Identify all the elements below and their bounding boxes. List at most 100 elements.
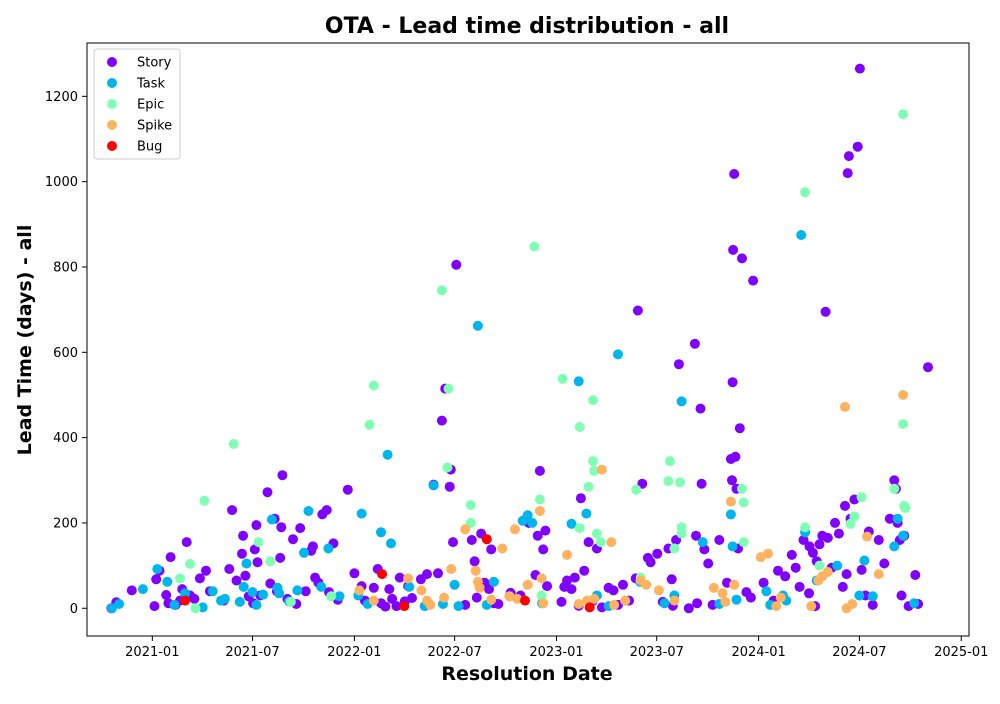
story-point xyxy=(240,570,251,581)
story-point xyxy=(265,578,276,589)
story-point xyxy=(692,598,703,609)
story-point xyxy=(579,565,590,576)
epic-point xyxy=(591,528,602,539)
story-point xyxy=(833,528,844,539)
legend-label-bug: Bug xyxy=(137,140,162,155)
story-point xyxy=(251,520,262,531)
task-point xyxy=(180,588,190,599)
task-point xyxy=(573,376,584,387)
story-point xyxy=(321,505,332,516)
task-point xyxy=(488,576,499,587)
epic-point xyxy=(676,528,687,539)
story-point xyxy=(790,562,801,573)
story-point xyxy=(734,423,745,434)
x-tick-label: 2024-01 xyxy=(731,645,785,660)
spike-point xyxy=(653,585,664,596)
y-tick-label: 600 xyxy=(53,346,78,361)
task-point xyxy=(162,576,173,587)
story-point xyxy=(394,572,405,583)
spike-point xyxy=(439,592,450,603)
task-point xyxy=(676,396,687,407)
task-point xyxy=(867,591,878,602)
story-point xyxy=(161,590,172,600)
legend-label-spike: Spike xyxy=(137,119,172,134)
story-point xyxy=(262,487,273,498)
story-point xyxy=(608,585,619,596)
epic-point xyxy=(669,543,680,554)
task-point xyxy=(334,591,345,602)
story-point xyxy=(910,570,921,580)
spike-point xyxy=(729,579,740,590)
story-point xyxy=(277,470,288,481)
spike-point xyxy=(354,585,365,596)
story-point xyxy=(896,590,907,601)
story-point xyxy=(181,537,192,548)
bug-point xyxy=(584,602,595,613)
story-point xyxy=(729,169,740,179)
task-point xyxy=(832,560,843,571)
bug-point xyxy=(377,569,388,580)
epic-point xyxy=(190,603,201,614)
story-point xyxy=(673,359,684,370)
story-point xyxy=(837,581,848,592)
task-point xyxy=(909,598,920,609)
story-point xyxy=(689,338,700,349)
epic-point xyxy=(557,373,568,384)
story-point xyxy=(368,582,379,593)
epic-point xyxy=(529,241,540,252)
story-point xyxy=(695,403,706,414)
epic-point xyxy=(534,494,545,505)
legend-marker-task xyxy=(107,78,117,88)
task-point xyxy=(258,589,269,600)
legend-label-story: Story xyxy=(137,56,172,71)
task-point xyxy=(266,514,277,525)
story-point xyxy=(683,603,694,614)
bug-point xyxy=(520,595,530,606)
story-point xyxy=(466,535,477,545)
task-point xyxy=(251,599,262,610)
story-point xyxy=(798,535,809,545)
story-point xyxy=(444,481,455,492)
spike-point xyxy=(806,601,817,612)
task-point xyxy=(522,510,533,521)
epic-point xyxy=(199,495,210,506)
y-axis-label: Lead Time (days) - all xyxy=(14,225,36,456)
task-point xyxy=(428,480,439,491)
story-point xyxy=(852,141,863,152)
legend-marker-story xyxy=(107,57,117,67)
spike-point xyxy=(470,565,481,576)
story-point xyxy=(469,556,480,567)
story-point xyxy=(841,569,852,580)
x-tick-label: 2023-01 xyxy=(529,645,583,660)
spike-point xyxy=(504,591,515,602)
spike-point xyxy=(446,564,457,574)
story-point xyxy=(703,558,714,569)
epic-point xyxy=(436,285,447,296)
story-point xyxy=(288,534,298,545)
epic-point xyxy=(465,500,476,510)
spike-point xyxy=(822,567,833,577)
epic-point xyxy=(185,558,195,569)
story-point xyxy=(542,581,553,592)
story-point xyxy=(794,581,805,592)
epic-point xyxy=(536,590,547,601)
x-tick-label: 2024-07 xyxy=(832,645,886,660)
legend-box xyxy=(93,48,181,160)
spike-point xyxy=(497,543,508,554)
epic-point xyxy=(443,383,454,394)
story-point xyxy=(632,305,643,316)
epic-point xyxy=(849,511,860,522)
task-point xyxy=(137,584,148,595)
story-point xyxy=(149,601,160,612)
epic-point xyxy=(583,481,594,492)
story-point xyxy=(451,259,462,270)
spike-point xyxy=(510,524,520,535)
x-tick-label: 2023-07 xyxy=(630,645,684,660)
story-point xyxy=(843,151,854,162)
task-point xyxy=(404,581,415,592)
task-point xyxy=(219,593,230,604)
task-point xyxy=(527,517,538,528)
y-tick-label: 0 xyxy=(70,602,78,617)
task-point xyxy=(854,590,865,601)
spike-point xyxy=(512,593,523,604)
